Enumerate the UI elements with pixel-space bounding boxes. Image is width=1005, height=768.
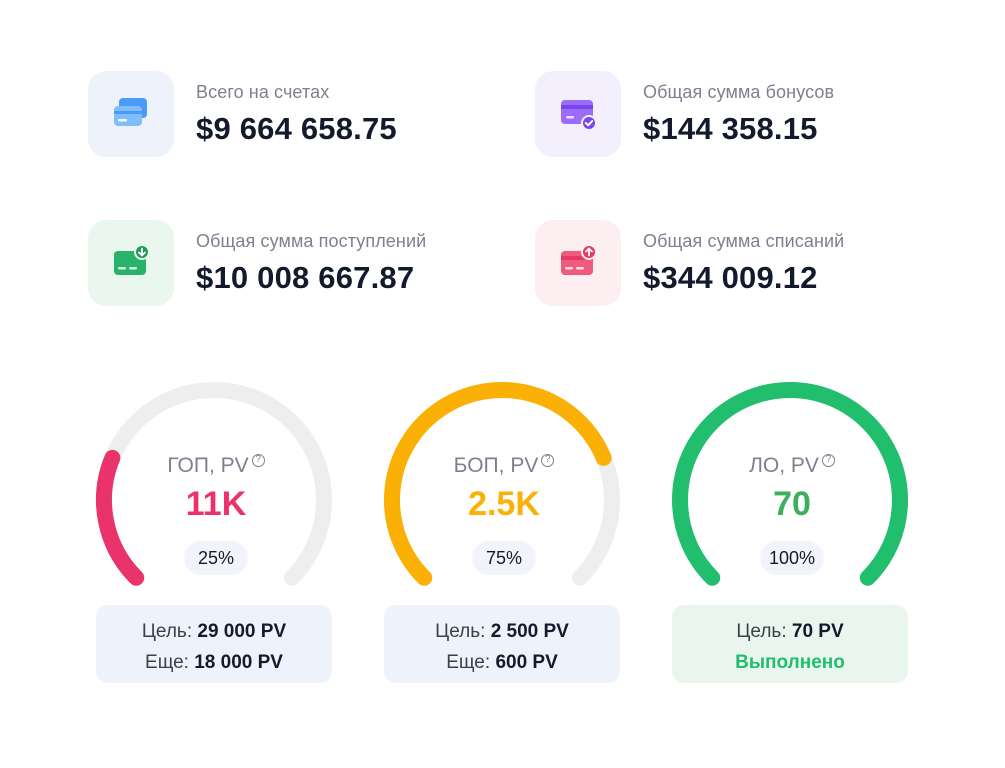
gauge-target-box: Цель: 29 000 PV Еще: 18 000 PV [96, 605, 332, 683]
remaining-value: 600 PV [495, 652, 558, 673]
card-check-icon [561, 100, 597, 131]
target-label: Цель: [141, 621, 193, 642]
target-row: Цель: 2 500 PV [384, 616, 620, 647]
help-icon[interactable]: ? [251, 454, 265, 467]
target-value: 29 000 PV [197, 621, 287, 642]
stat-outcome-total: Общая сумма списаний $344 009.12 [535, 220, 844, 306]
target-row: Цель: 70 PV [672, 616, 908, 647]
card-download-icon [114, 245, 150, 275]
gauge-arc [384, 382, 620, 586]
gauge-title: ГОП, PV? [96, 454, 336, 478]
gauge-value: 11K [185, 485, 247, 523]
gauge-arc [672, 382, 908, 586]
remaining-row: Еще: 600 PV [384, 647, 620, 678]
gauge-title-text: БОП, PV [453, 454, 539, 477]
gauge-target-box: Цель: 2 500 PV Еще: 600 PV [384, 605, 620, 683]
stat-value: $144 358.15 [643, 110, 818, 146]
gauge-arc [96, 382, 332, 586]
gauge-percent-badge: 75% [472, 541, 536, 575]
gauge-value: 2.5K [468, 485, 540, 523]
gauge-progress [96, 449, 145, 586]
remaining-row: Еще: 18 000 PV [96, 647, 332, 678]
gauge-title: ЛО, PV? [672, 454, 912, 478]
stat-label: Общая сумма списаний [643, 230, 845, 251]
card-upload-icon [561, 245, 597, 275]
help-icon[interactable]: ? [541, 454, 555, 467]
remaining-label: Еще: [446, 652, 491, 673]
stat-value: $344 009.12 [643, 259, 818, 295]
target-label: Цель: [736, 621, 787, 642]
gauge-progress [672, 382, 908, 586]
target-value: 70 PV [791, 621, 844, 642]
stat-total-balance: Всего на счетах $9 664 658.75 [88, 71, 397, 157]
gauge-percent-badge: 100% [760, 541, 824, 575]
gauge-progress [384, 382, 612, 586]
stat-icon-box [535, 71, 621, 157]
gauge-title: БОП, PV? [384, 454, 624, 478]
stat-value: $10 008 667.87 [196, 259, 415, 295]
stat-bonus-total: Общая сумма бонусов $144 358.15 [535, 71, 834, 157]
gauge-title-text: ГОП, PV [167, 454, 249, 477]
stat-label: Всего на счетах [196, 81, 330, 102]
stat-label: Общая сумма бонусов [643, 81, 835, 102]
stat-icon-box [535, 220, 621, 306]
gauge-title-text: ЛО, PV [749, 454, 819, 477]
target-label: Цель: [435, 621, 486, 642]
gauge-value: 70 [773, 485, 811, 523]
remaining-value: 18 000 PV [194, 652, 283, 673]
stat-icon-box [88, 71, 174, 157]
stat-icon-box [88, 220, 174, 306]
target-value: 2 500 PV [490, 621, 569, 642]
help-icon[interactable]: ? [821, 454, 835, 467]
gauge-target-box: Цель: 70 PV Выполнено [672, 605, 908, 683]
stat-value: $9 664 658.75 [196, 110, 397, 146]
target-row: Цель: 29 000 PV [96, 616, 332, 647]
stat-income-total: Общая сумма поступлений $10 008 667.87 [88, 220, 426, 306]
remaining-label: Еще: [145, 652, 189, 673]
gauge-percent-badge: 25% [184, 541, 248, 575]
status-label: Выполнено [735, 652, 845, 673]
cards-icon [114, 98, 147, 126]
stat-label: Общая сумма поступлений [196, 230, 427, 251]
